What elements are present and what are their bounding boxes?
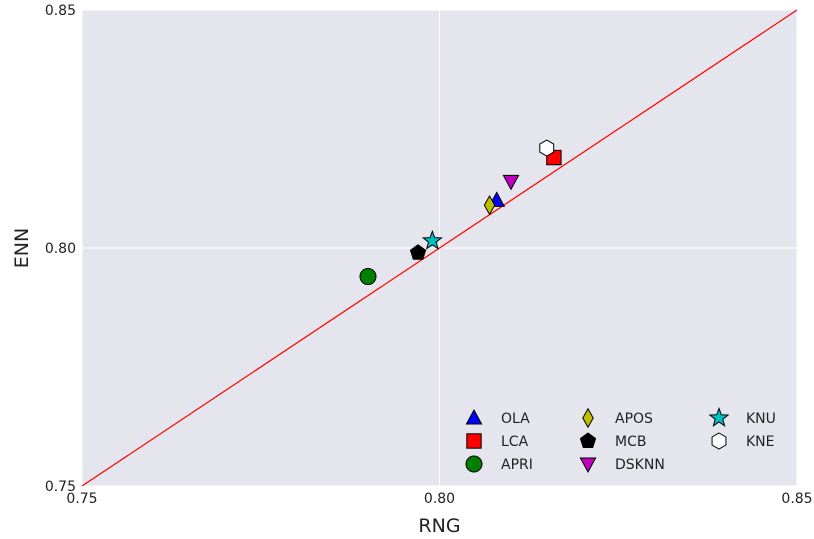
knu-point (421, 229, 443, 250)
legend-marker-knu (708, 406, 730, 427)
apos-point (483, 194, 496, 216)
tick-labels: 0.75 0.80 0.85 0.75 0.80 0.85 (45, 3, 813, 507)
legend-marker-apri (465, 455, 483, 473)
legend-label-dsknn: DSKNN (615, 457, 665, 473)
y-tick-label: 0.80 (45, 241, 76, 257)
dsknn-point (502, 174, 520, 191)
legend-label-knu: KNU (746, 411, 776, 427)
legend-label-lca: LCA (501, 434, 529, 450)
legend-marker-dsknn (579, 457, 597, 474)
legend-label-ola: OLA (501, 411, 530, 427)
legend-marker-ola (465, 408, 483, 425)
legend: OLA LCA APRI APOS MCB DSKNN KNU KNE (465, 406, 776, 474)
legend-label-kne: KNE (746, 434, 775, 450)
identity-reference-line (81, 9, 798, 487)
legend-label-mcb: MCB (615, 434, 646, 450)
x-tick-label: 0.75 (66, 491, 97, 507)
data-points (359, 139, 562, 286)
legend-marker-mcb (579, 432, 597, 448)
y-tick-label: 0.85 (45, 3, 76, 19)
y-axis-label: ENN (11, 228, 33, 268)
apri-point (359, 268, 377, 286)
legend-label-apri: APRI (501, 457, 533, 473)
x-tick-label: 0.80 (424, 491, 455, 507)
y-tick-label: 0.75 (45, 479, 76, 495)
legend-marker-apos (582, 407, 594, 429)
kne-point (539, 139, 555, 157)
mcb-point (409, 244, 427, 260)
legend-marker-lca (466, 433, 482, 449)
x-axis-label: RNG (418, 515, 460, 537)
x-tick-label: 0.85 (781, 491, 812, 507)
legend-marker-kne (711, 432, 727, 450)
legend-label-apos: APOS (615, 411, 653, 427)
